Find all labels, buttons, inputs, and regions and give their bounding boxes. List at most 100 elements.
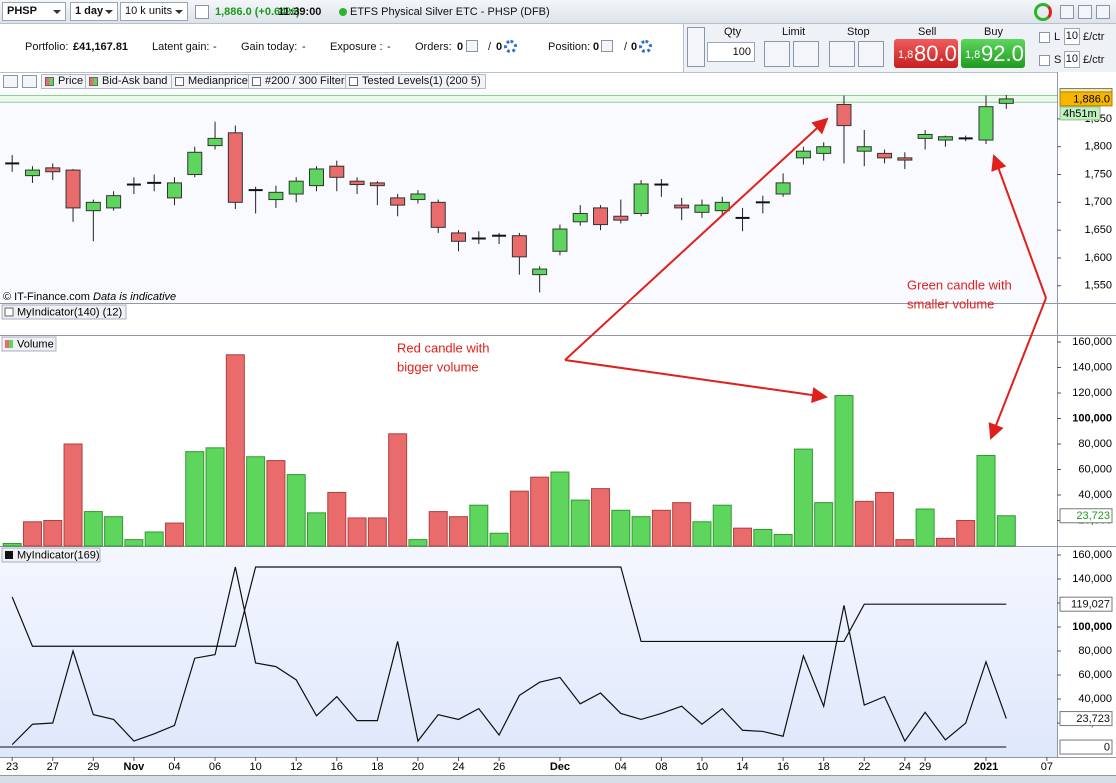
volume-bar xyxy=(225,354,245,547)
x-tick-label: 18 xyxy=(818,761,830,773)
value: 0 xyxy=(496,41,503,53)
candle-body xyxy=(816,146,832,154)
tab-icon[interactable] xyxy=(3,75,18,88)
credit: © IT-Finance.com xyxy=(3,291,90,303)
candle-body xyxy=(227,132,243,203)
candle-body xyxy=(532,268,548,276)
volume-bar xyxy=(712,504,732,547)
settings-icon[interactable] xyxy=(639,40,652,53)
volume-bar xyxy=(428,511,448,547)
tab-label: #200 / 300 Filter xyxy=(265,75,345,87)
candle-body xyxy=(775,182,791,195)
info-icon[interactable] xyxy=(195,5,209,19)
x-tick-label: 14 xyxy=(736,761,748,773)
bid-ask-band xyxy=(0,95,1057,103)
indicator-title: MyIndicator(140) (12) xyxy=(17,306,122,318)
candle-body xyxy=(65,169,81,209)
minimize-button[interactable] xyxy=(1060,5,1074,19)
candle-body xyxy=(613,215,629,221)
tab[interactable]: Price xyxy=(41,74,89,89)
candle-body xyxy=(369,182,385,187)
candle-body xyxy=(288,180,304,195)
units-dropdown[interactable]: 10 k units xyxy=(120,2,188,21)
limit-buy-button[interactable] xyxy=(764,41,790,67)
candle-body xyxy=(410,193,426,201)
tools-button[interactable] xyxy=(687,27,705,67)
timer: 4h51m xyxy=(1063,108,1097,120)
buy-price: 92.0 xyxy=(981,41,1024,66)
tab[interactable]: Medianprice xyxy=(171,74,253,89)
candle-body xyxy=(166,182,182,199)
x-tick-label: Nov xyxy=(124,761,146,773)
y-tick-label: 80,000 xyxy=(1078,438,1112,450)
indicator2-panel xyxy=(0,546,1057,757)
tab-label: Medianprice xyxy=(188,75,248,87)
settings-icon[interactable] xyxy=(504,40,517,53)
last-value: 23,723 xyxy=(1076,713,1110,725)
short-input[interactable]: 10 xyxy=(1064,51,1080,68)
indicator-panel xyxy=(0,303,1057,335)
volume-bar xyxy=(164,522,184,547)
price-panel xyxy=(0,90,1057,303)
volume-bar xyxy=(651,509,671,547)
long-input[interactable]: 10 xyxy=(1064,28,1080,45)
y-tick-label: 1,600 xyxy=(1084,252,1112,264)
limit-sell-button[interactable] xyxy=(793,41,819,67)
checkbox[interactable] xyxy=(1039,55,1050,66)
y-tick-label: 100,000 xyxy=(1072,621,1112,633)
tab[interactable]: #200 / 300 Filter xyxy=(248,74,350,89)
stop-buy-button[interactable] xyxy=(829,41,855,67)
candle-body xyxy=(85,201,101,212)
label: Qty xyxy=(724,26,742,38)
candle-body xyxy=(308,168,324,187)
tab-label: Tested Levels(1) (200 5) xyxy=(362,75,481,87)
x-tick-label: 23 xyxy=(6,761,18,773)
candle-body xyxy=(877,152,893,159)
x-tick-label: 22 xyxy=(858,761,870,773)
volume-bar xyxy=(996,515,1016,547)
y-tick-label: 1,700 xyxy=(1084,196,1112,208)
period-dropdown[interactable]: 1 day xyxy=(70,2,118,21)
label: Exposure : xyxy=(330,41,383,53)
candle-body xyxy=(836,103,852,127)
value: 0 xyxy=(631,41,638,53)
qty-input[interactable]: 100 xyxy=(707,42,755,62)
stop-sell-button[interactable] xyxy=(858,41,884,67)
separator: / xyxy=(488,41,492,53)
value: 10 xyxy=(1065,30,1078,42)
x-tick-label: 16 xyxy=(777,761,789,773)
volume-bar xyxy=(83,511,103,547)
icon[interactable] xyxy=(601,40,613,52)
icon[interactable] xyxy=(466,40,478,52)
volume-bar xyxy=(367,517,387,547)
volume-bar xyxy=(489,532,509,547)
last-value: 0 xyxy=(1104,741,1110,753)
x-tick-label: 24 xyxy=(452,761,464,773)
volume-bar xyxy=(753,528,773,547)
candle-body xyxy=(106,195,122,209)
close-button[interactable] xyxy=(1096,5,1110,19)
candle-body xyxy=(714,201,730,212)
indicator-line xyxy=(11,566,1007,647)
volume-bar xyxy=(266,460,286,547)
label: Sell xyxy=(918,26,937,38)
tab[interactable]: Bid-Ask band xyxy=(85,74,173,89)
tab-icon[interactable] xyxy=(22,75,37,88)
label: Orders: xyxy=(415,41,452,53)
symbol-dropdown[interactable]: PHSP xyxy=(2,2,66,21)
candle-body xyxy=(897,157,913,161)
tab[interactable]: Tested Levels(1) (200 5) xyxy=(345,74,486,89)
volume-bar xyxy=(246,456,266,547)
refresh-button[interactable] xyxy=(1034,3,1052,21)
value: 0 xyxy=(593,41,600,53)
maximize-button[interactable] xyxy=(1078,5,1092,19)
candle-body xyxy=(572,212,588,223)
last-value-box xyxy=(1059,711,1113,727)
checkbox[interactable] xyxy=(1039,32,1050,43)
buy-button[interactable]: 1,8 92.0 xyxy=(961,39,1025,68)
x-tick-label: Dec xyxy=(550,761,570,773)
candle-body xyxy=(451,232,467,242)
candle-body xyxy=(511,235,527,258)
volume-bar xyxy=(22,521,42,547)
sell-button[interactable]: 1,8 80.0 xyxy=(894,39,958,68)
